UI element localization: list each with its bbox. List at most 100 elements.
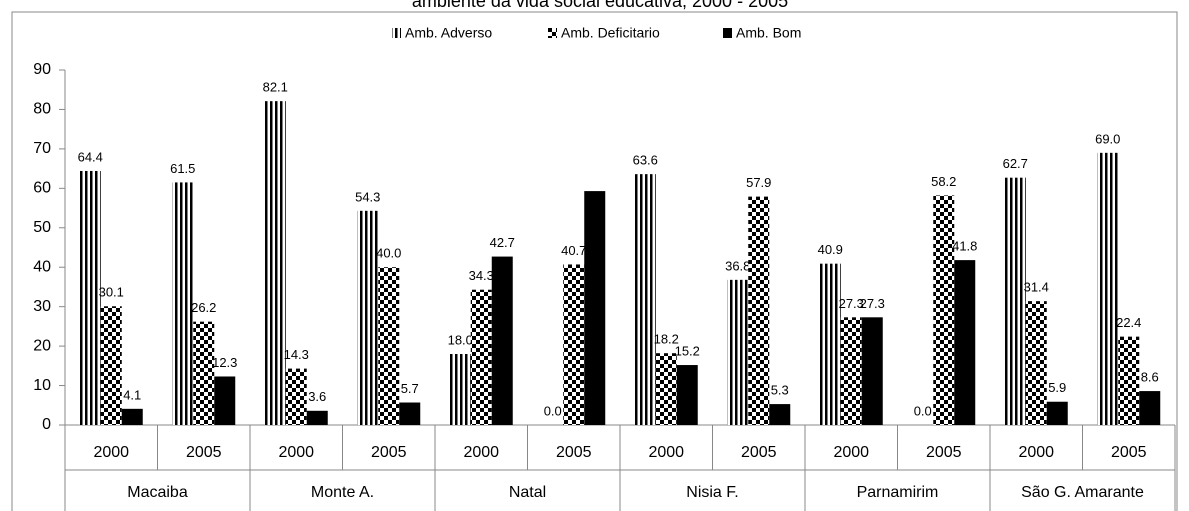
data-label: 27.3 (860, 296, 885, 311)
data-label: 62.7 (1003, 156, 1028, 171)
y-tick-label: 30 (33, 298, 51, 315)
group-label: Parnamirim (857, 484, 939, 501)
legend-label: Amb. Bom (736, 25, 801, 41)
data-label: 8.6 (1141, 370, 1159, 385)
data-label: 22.4 (1116, 315, 1141, 330)
data-label: 63.6 (633, 153, 658, 168)
bar (378, 267, 400, 425)
bar (100, 306, 122, 425)
x-tick-label: 2005 (186, 444, 222, 461)
bar (172, 182, 194, 425)
bar (727, 279, 749, 425)
legend-swatch (548, 28, 557, 38)
x-tick-label: 2000 (93, 444, 129, 461)
bar (491, 256, 513, 425)
data-label: 0.0 (914, 403, 932, 418)
data-label: 34.3 (469, 268, 494, 283)
bar (1004, 177, 1026, 425)
bar (1139, 391, 1161, 425)
y-tick-label: 20 (33, 337, 51, 354)
data-label: 18.0 (448, 332, 473, 347)
legend-label: Amb. Adverso (405, 25, 492, 41)
data-label: 31.4 (1024, 280, 1049, 295)
chart-title: ambiente da vida social educativa, 2000 … (412, 0, 788, 11)
data-label: 15.2 (675, 343, 700, 358)
x-tick-label: 2005 (1111, 444, 1147, 461)
data-label: 30.1 (99, 285, 124, 300)
chart-frame (11, 11, 1178, 511)
data-label: 69.0 (1095, 131, 1120, 146)
group-label: São G. Amarante (1021, 484, 1144, 501)
bar (1025, 301, 1047, 425)
y-tick-label: 50 (33, 219, 51, 236)
x-tick-label: 2000 (278, 444, 314, 461)
y-tick-label: 0 (42, 416, 51, 433)
bar (399, 402, 421, 425)
data-label: 14.3 (284, 347, 309, 362)
bar (634, 174, 656, 425)
bar (306, 410, 328, 425)
bar (676, 365, 698, 425)
x-tick-label: 2005 (556, 444, 592, 461)
bar (819, 263, 841, 425)
y-tick-label: 60 (33, 180, 51, 197)
bar (655, 353, 677, 425)
bar (1097, 152, 1119, 426)
bar (285, 368, 307, 425)
data-label: 57.9 (746, 175, 771, 190)
group-label: Nisia F. (686, 484, 738, 501)
data-label: 27.3 (839, 296, 864, 311)
data-label: 82.1 (263, 80, 288, 95)
legend-swatch (392, 28, 401, 38)
data-label: 0.0 (544, 403, 562, 418)
bar (748, 196, 770, 425)
bar (840, 317, 862, 425)
bar (584, 191, 606, 425)
data-label: 61.5 (170, 161, 195, 176)
data-label: 36.8 (725, 258, 750, 273)
data-label: 5.3 (771, 383, 789, 398)
bar (193, 321, 215, 425)
data-label: 40.0 (376, 246, 401, 261)
data-label: 40.7 (561, 243, 586, 258)
bar (563, 264, 585, 425)
bar (264, 101, 286, 426)
group-label: Macaiba (127, 484, 188, 501)
group-label: Monte A. (311, 484, 374, 501)
bar (121, 408, 143, 425)
data-label: 12.3 (212, 355, 237, 370)
x-tick-label: 2005 (371, 444, 407, 461)
bar (933, 195, 955, 425)
data-label: 5.9 (1048, 380, 1066, 395)
data-label: 4.1 (123, 387, 141, 402)
data-label: 40.9 (818, 242, 843, 257)
bar (1046, 401, 1068, 425)
group-label: Natal (509, 484, 546, 501)
data-label: 18.2 (654, 332, 679, 347)
data-label: 42.7 (490, 235, 515, 250)
bar (861, 317, 883, 425)
bar (470, 289, 492, 425)
bar (769, 404, 791, 425)
y-tick-label: 10 (33, 377, 51, 394)
data-label: 26.2 (191, 300, 216, 315)
bar (954, 260, 976, 425)
bar (1118, 336, 1140, 425)
y-tick-label: 80 (33, 101, 51, 118)
bar (79, 170, 101, 425)
data-label: 58.2 (931, 174, 956, 189)
x-tick-label: 2005 (741, 444, 777, 461)
bar (357, 210, 379, 425)
x-tick-label: 2000 (1018, 444, 1054, 461)
y-tick-label: 70 (33, 140, 51, 157)
y-tick-label: 90 (33, 61, 51, 78)
x-tick-label: 2000 (833, 444, 869, 461)
legend-label: Amb. Deficitario (561, 25, 660, 41)
data-label: 41.8 (952, 239, 977, 254)
bar (214, 376, 236, 425)
y-tick-label: 40 (33, 258, 51, 275)
x-tick-label: 2000 (648, 444, 684, 461)
legend-swatch (723, 28, 732, 38)
bar (449, 354, 471, 425)
